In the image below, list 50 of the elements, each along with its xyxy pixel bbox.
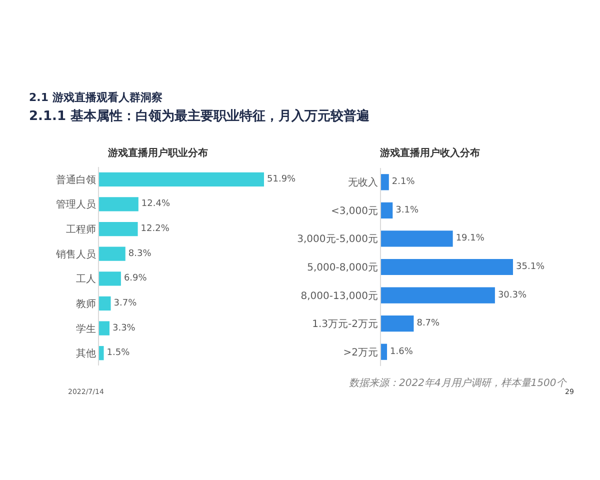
y-tick-label: 1.3万元-2万元 xyxy=(312,319,378,330)
data-label: 1.6% xyxy=(390,346,414,357)
bar xyxy=(381,258,513,276)
bar xyxy=(381,287,495,304)
data-label: 3.1% xyxy=(396,205,419,216)
text: 2.1 游戏直播观看人群洞察 xyxy=(29,91,162,104)
data-label: 3.7% xyxy=(114,298,138,308)
data-label: 35.1% xyxy=(516,262,546,272)
y-tick-label: 工程师 xyxy=(66,224,96,236)
bar xyxy=(99,172,264,186)
source-note: 数据来源：2022年4月用户调研，样本量1500个 xyxy=(349,377,568,389)
data-label: 6.9% xyxy=(124,274,148,284)
y-tick-label: 其他 xyxy=(76,348,96,360)
bar xyxy=(99,222,138,236)
bar xyxy=(99,346,104,360)
bar xyxy=(381,316,414,332)
y-tick-label: <3,000元 xyxy=(330,206,378,217)
y-tick-label: 教师 xyxy=(76,298,96,310)
y-tick-label: 3,000元-5,000元 xyxy=(297,234,378,246)
data-label: 3.3% xyxy=(112,323,136,334)
data-label: 8.7% xyxy=(416,318,440,329)
y-tick-label: 工人 xyxy=(76,274,96,286)
data-label: 1.5% xyxy=(106,348,130,358)
bar xyxy=(99,272,121,286)
data-label: 51.9% xyxy=(267,174,296,184)
bar xyxy=(99,246,126,261)
y-tick-label: 5,000-8,000元 xyxy=(307,262,378,274)
chart-title: 游戏直播用户职业分布 xyxy=(107,147,208,159)
bar xyxy=(99,296,111,311)
chart-title: 游戏直播用户收入分布 xyxy=(379,147,480,159)
data-label: 12.4% xyxy=(141,199,170,210)
text: 2.1.1 基本属性：白领为最主要职业特征，月入万元较普遍 xyxy=(29,108,371,124)
y-tick-label: 学生 xyxy=(76,322,96,335)
y-tick-label: 无收入 xyxy=(348,176,378,189)
bar xyxy=(381,174,389,190)
bar xyxy=(99,197,138,212)
bar xyxy=(99,321,110,336)
bar xyxy=(381,202,393,218)
y-tick-label: 销售人员 xyxy=(55,248,96,260)
y-tick-label: 管理人员 xyxy=(56,200,96,211)
bar xyxy=(381,230,453,247)
y-tick-label: 8,000-13,000元 xyxy=(300,290,378,302)
bar xyxy=(381,344,388,360)
y-tick-label: 普通白领 xyxy=(56,174,96,186)
data-label: 12.2% xyxy=(140,224,170,234)
data-label: 30.3% xyxy=(498,290,527,300)
y-tick-label: >2万元 xyxy=(343,347,378,358)
data-label: 2.1% xyxy=(392,177,416,188)
data-label: 19.1% xyxy=(456,234,485,244)
data-label: 8.3% xyxy=(128,248,152,259)
